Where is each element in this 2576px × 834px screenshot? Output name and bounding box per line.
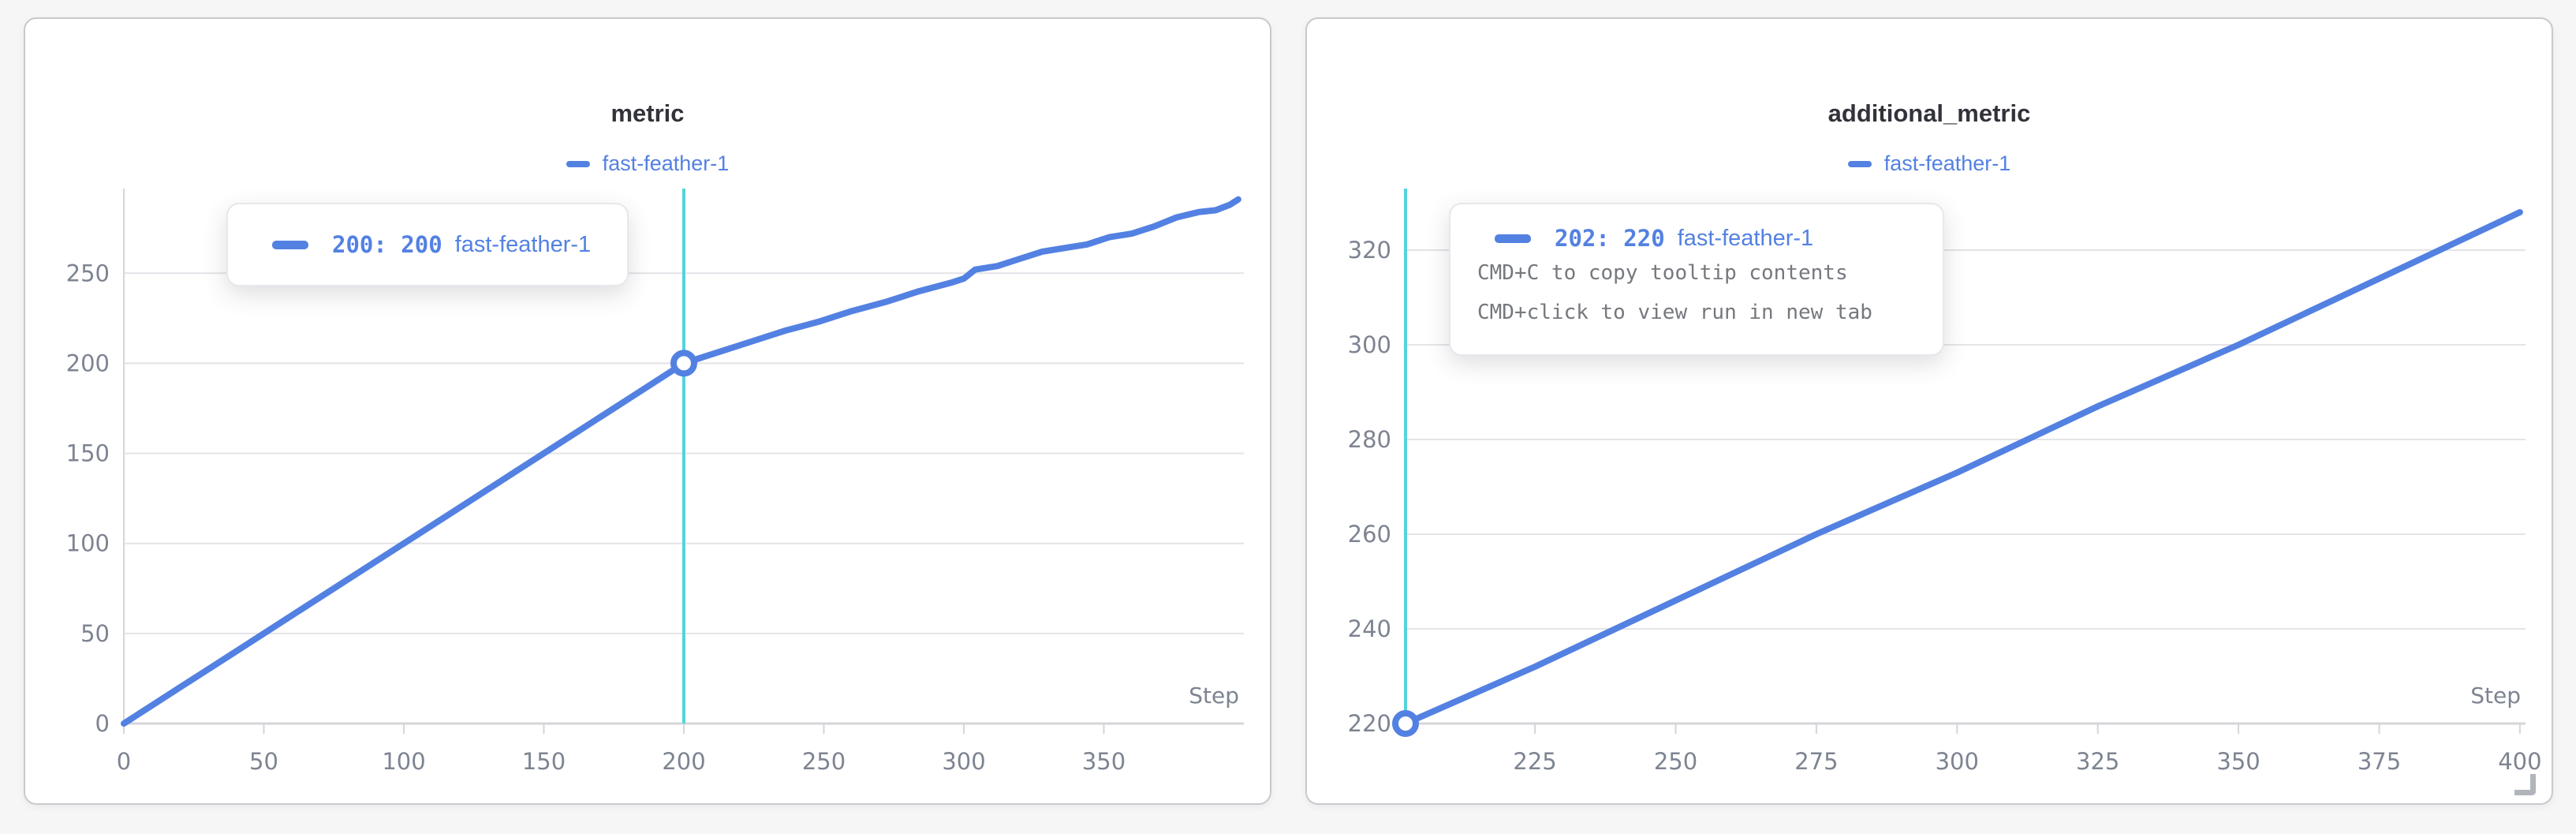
x-axis-label: Step — [1189, 683, 1239, 709]
tooltip-step-value: 202: 220 — [1555, 225, 1665, 252]
svg-text:300: 300 — [942, 748, 985, 775]
panel-additional-metric[interactable]: additional_metric fast-feather-1 220 240 2… — [1305, 17, 2553, 805]
svg-text:280: 280 — [1348, 426, 1391, 453]
svg-text:150: 150 — [522, 748, 566, 775]
legend: fast-feather-1 — [1307, 151, 2552, 176]
panel-resize-handle[interactable] — [2514, 774, 2536, 795]
tooltip-step-value: 200: 200 — [332, 231, 442, 258]
series-line — [1402, 209, 2523, 727]
tooltip-series-dash-icon — [1495, 234, 1531, 243]
svg-text:220: 220 — [1348, 710, 1391, 737]
metric-chart-canvas[interactable]: 0 50 100 150 200 250 0 50 100 150 200 250 300 350 Step — [25, 19, 1273, 806]
tooltip-copy-hint: CMD+C to copy tooltip contents — [1477, 261, 1848, 285]
svg-text:150: 150 — [66, 440, 110, 467]
svg-text:320: 320 — [1348, 237, 1391, 264]
tooltip-open-hint: CMD+click to view run in new tab — [1477, 301, 1872, 324]
svg-text:275: 275 — [1794, 748, 1838, 775]
highlight-marker — [670, 350, 697, 377]
svg-text:250: 250 — [802, 748, 846, 775]
legend-run-name[interactable]: fast-feather-1 — [1883, 151, 2011, 175]
svg-text:225: 225 — [1513, 748, 1556, 775]
svg-text:100: 100 — [382, 748, 425, 775]
chart-title: additional_metric — [1827, 99, 2031, 127]
legend-dash-icon — [1847, 160, 1872, 167]
tooltip-series-dash-icon — [272, 240, 308, 249]
svg-text:200: 200 — [662, 748, 705, 775]
svg-text:0: 0 — [117, 748, 131, 775]
svg-text:260: 260 — [1348, 521, 1391, 548]
chart-title: metric — [610, 99, 685, 127]
svg-text:375: 375 — [2358, 748, 2401, 775]
svg-text:250: 250 — [66, 260, 110, 286]
panel-metric[interactable]: metric fast-feather-1 0 50 100 150 200 250 0 50… — [24, 17, 1271, 805]
svg-text:350: 350 — [2216, 748, 2260, 775]
additional-metric-tooltip: 202: 220 fast-feather-1 CMD+C to copy to… — [1449, 203, 1944, 356]
x-axis-label: Step — [2470, 683, 2521, 709]
legend: fast-feather-1 — [25, 151, 1270, 176]
svg-text:240: 240 — [1348, 615, 1391, 642]
svg-text:325: 325 — [2076, 748, 2119, 775]
svg-text:200: 200 — [66, 350, 110, 376]
metric-tooltip: 200: 200 fast-feather-1 — [226, 203, 629, 286]
series-line — [121, 196, 1241, 727]
svg-text:250: 250 — [1654, 748, 1697, 775]
svg-text:300: 300 — [1348, 331, 1391, 358]
svg-text:350: 350 — [1082, 748, 1126, 775]
legend-dash-icon — [566, 160, 590, 167]
tooltip-run-name[interactable]: fast-feather-1 — [454, 231, 592, 257]
svg-text:400: 400 — [2498, 748, 2541, 775]
additional-metric-chart-canvas[interactable]: 220 240 260 280 300 320 225 250 275 300 325 350 375 4… — [1307, 19, 2555, 806]
legend-run-name[interactable]: fast-feather-1 — [602, 151, 730, 175]
svg-text:300: 300 — [1936, 748, 1979, 775]
svg-text:50: 50 — [80, 620, 110, 647]
svg-text:0: 0 — [95, 710, 110, 737]
svg-text:50: 50 — [249, 748, 278, 775]
tooltip-run-name[interactable]: fast-feather-1 — [1677, 225, 1814, 251]
highlight-marker — [1392, 710, 1419, 737]
svg-text:100: 100 — [66, 530, 110, 557]
